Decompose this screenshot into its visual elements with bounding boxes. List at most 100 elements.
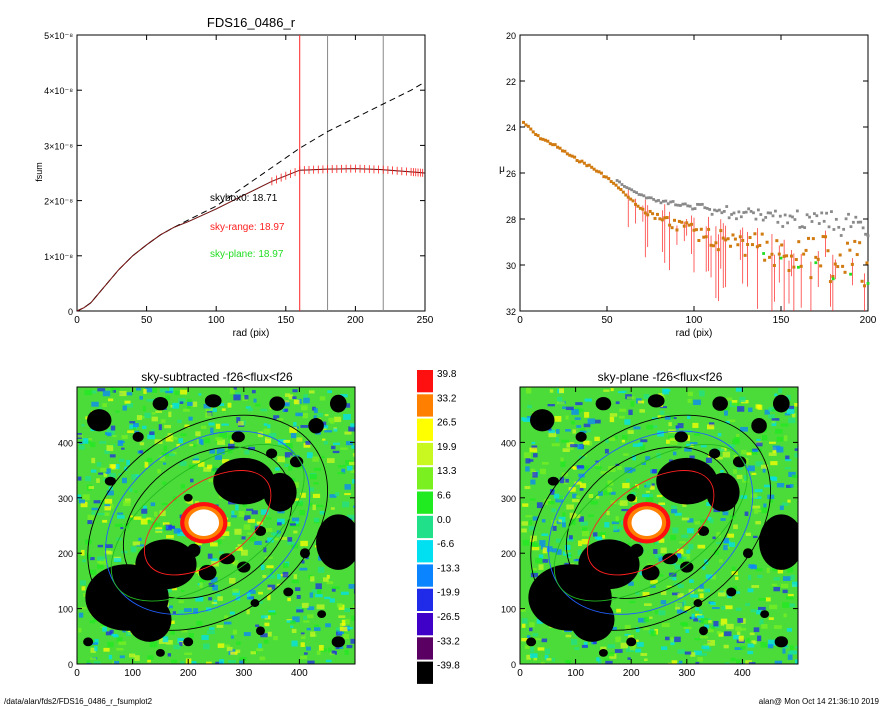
mu-point-gray — [679, 204, 682, 207]
mask-blob — [530, 409, 555, 432]
noise-pixel — [579, 430, 587, 433]
x-axis-tick-label: 250 — [417, 315, 434, 326]
noise-pixel — [651, 483, 655, 487]
noise-pixel — [117, 440, 124, 446]
y-axis-tick-label: 2×10⁻⁸ — [44, 197, 73, 207]
noise-pixel — [248, 590, 256, 594]
noise-pixel — [228, 660, 236, 664]
noise-pixel — [676, 554, 682, 559]
noise-pixel — [324, 430, 333, 433]
noise-pixel — [632, 443, 640, 447]
noise-pixel — [179, 641, 188, 645]
noise-pixel — [110, 387, 114, 393]
mu-point-gray — [839, 234, 843, 237]
noise-pixel — [119, 655, 125, 659]
mu-point-gray — [861, 226, 865, 230]
mu-point-orange — [697, 239, 701, 243]
mu-point-orange — [853, 239, 857, 243]
noise-pixel — [142, 513, 147, 518]
noise-pixel — [755, 521, 761, 525]
noise-pixel — [756, 442, 763, 447]
noise-pixel — [609, 653, 617, 659]
mu-point-gray — [691, 207, 695, 211]
mu-point-gray — [735, 217, 738, 221]
noise-pixel — [676, 609, 683, 614]
mu-point-gray — [698, 203, 702, 206]
mu-point-gray — [793, 218, 797, 221]
noise-pixel — [575, 514, 581, 519]
noise-pixel — [728, 542, 735, 547]
noise-pixel — [352, 479, 355, 484]
noise-pixel — [303, 394, 308, 399]
noise-pixel — [551, 443, 560, 447]
mu-point-gray — [649, 196, 653, 200]
noise-pixel — [189, 444, 194, 447]
noise-pixel — [82, 494, 90, 501]
noise-pixel — [165, 605, 173, 609]
noise-pixel — [760, 642, 768, 648]
noise-pixel — [121, 477, 127, 484]
noise-pixel — [232, 588, 239, 593]
noise-pixel — [301, 560, 305, 564]
mu-point-orange — [595, 169, 599, 173]
noise-pixel — [284, 400, 289, 404]
noise-pixel — [553, 493, 560, 499]
noise-pixel — [604, 522, 610, 528]
noise-pixel — [344, 607, 351, 613]
mu-point-gray — [683, 202, 687, 206]
noise-pixel — [331, 650, 336, 654]
noise-pixel — [731, 566, 736, 573]
colorbar-swatch — [417, 661, 433, 684]
noise-pixel — [669, 437, 677, 441]
noise-pixel — [751, 640, 755, 644]
mu-point-orange — [789, 254, 793, 258]
noise-pixel — [109, 464, 116, 469]
mu-point-orange — [665, 216, 669, 220]
noise-pixel — [532, 633, 539, 637]
noise-pixel — [649, 616, 653, 619]
noise-pixel — [263, 428, 271, 434]
noise-pixel — [720, 622, 725, 626]
noise-pixel — [166, 535, 174, 539]
noise-pixel — [699, 653, 708, 656]
noise-pixel — [572, 493, 577, 499]
noise-pixel — [544, 648, 550, 654]
noise-pixel — [192, 458, 199, 461]
noise-pixel — [525, 466, 530, 472]
noise-pixel — [655, 539, 659, 545]
noise-pixel — [245, 406, 251, 409]
noise-pixel — [81, 586, 86, 591]
noise-pixel — [615, 401, 620, 405]
noise-pixel — [313, 467, 322, 472]
noise-pixel — [570, 444, 578, 448]
mu-point-gray — [764, 216, 768, 219]
noise-pixel — [787, 593, 794, 597]
mu-point-gray — [686, 204, 690, 208]
noise-pixel — [102, 519, 108, 523]
noise-pixel — [521, 618, 528, 624]
noise-pixel — [98, 472, 104, 475]
mu-point-orange — [843, 270, 847, 274]
noise-pixel — [192, 401, 198, 407]
noise-pixel — [108, 398, 114, 402]
mask-blob — [331, 636, 345, 648]
noise-pixel — [190, 478, 194, 483]
mu-point-orange — [531, 130, 535, 134]
noise-pixel — [757, 635, 762, 642]
noise-pixel — [266, 436, 273, 440]
noise-pixel — [133, 516, 142, 520]
mu-point-orange — [792, 265, 796, 269]
noise-pixel — [751, 472, 757, 475]
colorbar-swatch — [417, 418, 433, 441]
mu-point-orange — [685, 221, 689, 225]
noise-pixel — [172, 611, 176, 615]
noise-pixel — [594, 436, 600, 442]
colorbar-label: -13.3 — [437, 563, 460, 574]
mu-point-orange — [643, 211, 647, 215]
noise-pixel — [781, 502, 789, 506]
noise-pixel — [544, 654, 549, 660]
noise-pixel — [255, 403, 261, 407]
mask-blob — [317, 610, 327, 619]
noise-pixel — [303, 443, 311, 448]
noise-pixel — [796, 487, 798, 490]
